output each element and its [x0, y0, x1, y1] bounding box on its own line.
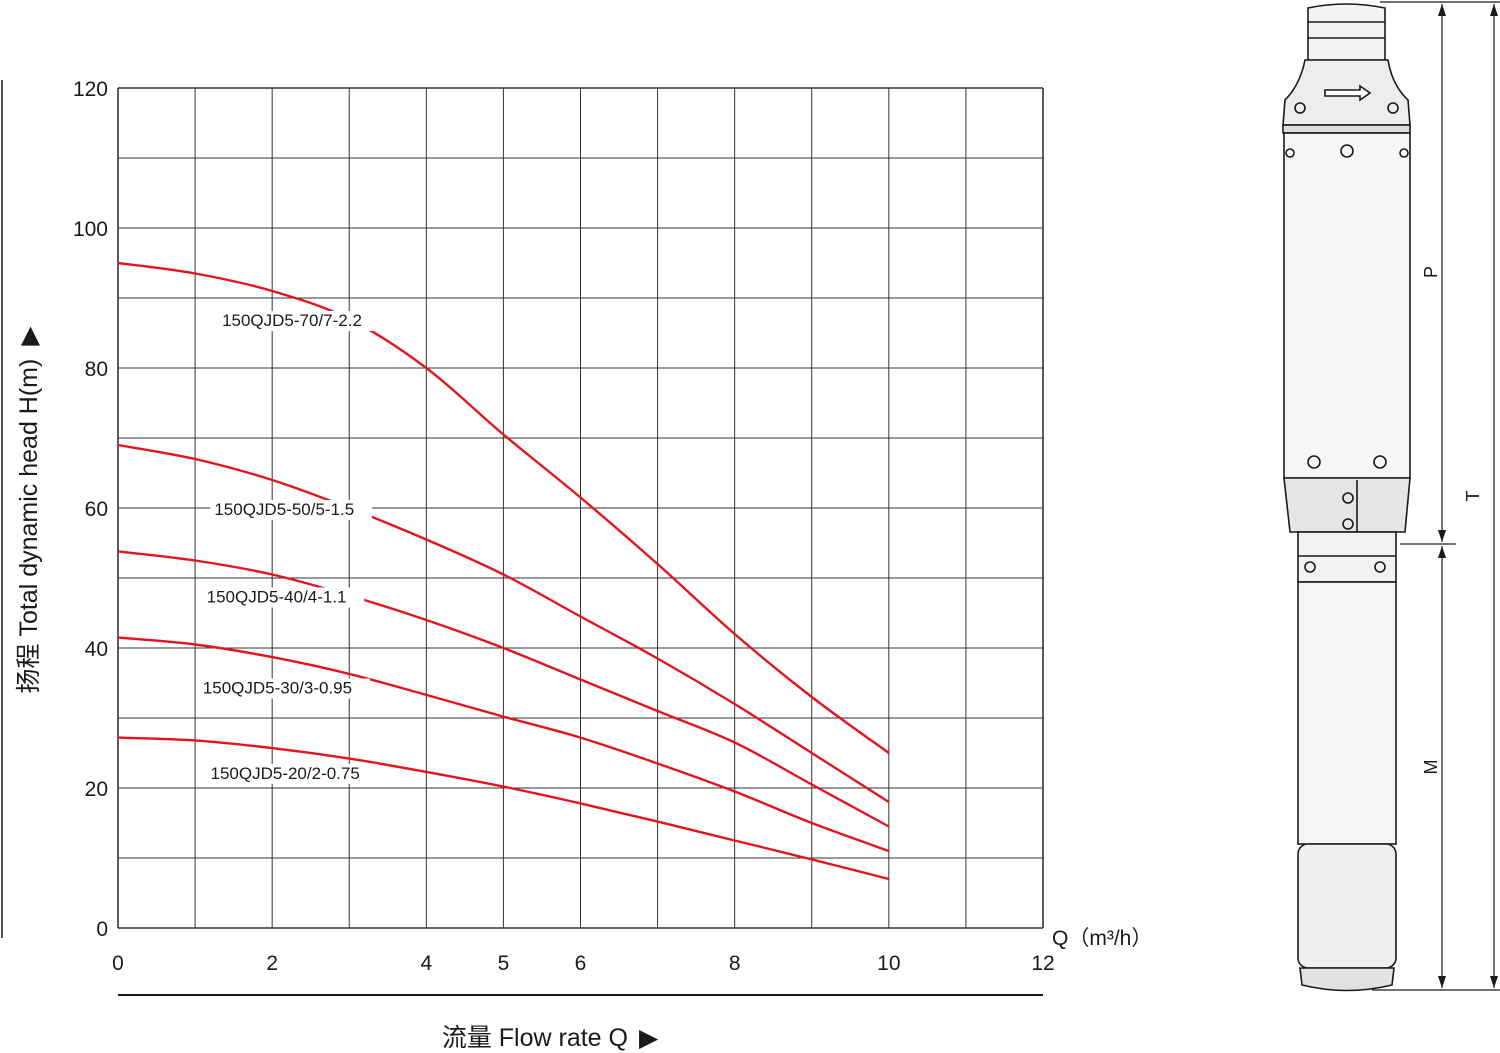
- x-axis-arrow: ▶: [639, 1024, 659, 1052]
- y-tick-label: 20: [85, 778, 108, 801]
- x-tick-label: 10: [877, 952, 900, 975]
- pump-motor-base: [1299, 967, 1395, 992]
- series-line-0: [117, 261, 890, 754]
- x-tick-label: 5: [498, 952, 510, 975]
- series-label-1: 150QJD5-50/5-1.5: [214, 500, 354, 519]
- series-label-bg: [210, 500, 372, 520]
- series-line-1: [117, 443, 890, 804]
- pump-body-bolt-low-right: [1373, 455, 1387, 469]
- pump-flow-arrow-icon: [1324, 84, 1372, 102]
- x-unit-label: Q（m³/h）: [1052, 927, 1152, 950]
- dim-t-arrow-top: [1490, 4, 1498, 16]
- pump-coupling: [1297, 531, 1397, 583]
- dim-m-arrow-bottom: [1438, 976, 1446, 988]
- pump-drawing: [1282, 1, 1500, 992]
- pump-body-bolt-top: [1340, 144, 1354, 158]
- dimension-arrowheads: [1438, 4, 1498, 988]
- x-tick-label: 2: [266, 952, 278, 975]
- grid: [117, 87, 1044, 929]
- series-label-bg: [206, 763, 378, 784]
- series-label-bg: [218, 311, 380, 331]
- dim-m-arrow-top: [1438, 546, 1446, 558]
- x-tick-label: 12: [1031, 952, 1054, 975]
- pump-valve-plate: [1282, 124, 1411, 134]
- dim-p-arrow-top: [1438, 4, 1446, 16]
- x-tick-label: 8: [729, 952, 741, 975]
- dim-label-t: T: [1463, 491, 1483, 502]
- dim-t-arrow-bottom: [1490, 976, 1498, 988]
- x-axis-title: 流量 Flow rate Q ▶: [442, 1024, 659, 1052]
- pump-valve-bolt-left: [1294, 102, 1306, 114]
- y-axis-title-text: 扬程 Total dynamic head H(m): [15, 359, 43, 694]
- series-label-3: 150QJD5-30/3-0.95: [203, 679, 352, 698]
- pump-body-bolt-low-left: [1307, 455, 1321, 469]
- x-tick-label: 4: [420, 952, 432, 975]
- series-line-4: [117, 736, 890, 881]
- series-labels: 150QJD5-70/7-2.2 150QJD5-50/5-1.5 150QJD5-…: [198, 311, 380, 784]
- y-tick-label: 120: [73, 78, 108, 101]
- pump-motor-lower: [1297, 843, 1397, 969]
- series-label-4: 150QJD5-20/2-0.75: [211, 764, 360, 783]
- series-label-bg: [202, 587, 365, 608]
- pump-motor: [1297, 581, 1397, 845]
- pump-strainer-bolt-1: [1342, 492, 1354, 504]
- y-tick-label: 60: [85, 498, 108, 521]
- series-label-2: 150QJD5-40/4-1.1: [207, 588, 347, 607]
- series-lines: [117, 261, 890, 881]
- x-tick-label: 6: [575, 952, 587, 975]
- pump-discharge-head: [1307, 3, 1386, 61]
- pump-coupling-bolt-right: [1374, 561, 1386, 573]
- y-tick-label: 40: [85, 638, 108, 661]
- x-tick-label: 0: [112, 952, 124, 975]
- y-axis-title: 扬程 Total dynamic head H(m) ▶: [15, 326, 43, 694]
- y-axis-arrow: ▶: [15, 326, 43, 346]
- y-tick-label: 80: [85, 358, 108, 381]
- pump-inlet-strainer: [1283, 477, 1411, 533]
- x-axis-title-text: 流量 Flow rate Q: [442, 1024, 628, 1052]
- tick-labels: 0 20 40 60 80 100 120 0 2 4 5 6 8 10 12: [73, 78, 1055, 975]
- pump-valve-bolt-right: [1387, 102, 1399, 114]
- pump-strainer-bolt-2: [1342, 518, 1354, 530]
- series-line-3: [117, 636, 890, 853]
- pump-coupling-bolt-left: [1304, 561, 1316, 573]
- series-label-0: 150QJD5-70/7-2.2: [222, 311, 362, 330]
- dimension-lines: [1372, 1, 1500, 991]
- pump-body-bolt-left: [1285, 148, 1295, 158]
- dim-p-arrow-bottom: [1438, 530, 1446, 542]
- pump-body-bolt-right: [1399, 148, 1409, 158]
- y-tick-label: 0: [96, 918, 108, 941]
- dim-label-m: M: [1421, 760, 1441, 775]
- series-line-2: [117, 550, 890, 828]
- series-label-bg: [198, 678, 370, 699]
- dim-label-p: P: [1421, 266, 1441, 278]
- y-tick-label: 100: [73, 218, 108, 241]
- pump-body: [1283, 132, 1411, 479]
